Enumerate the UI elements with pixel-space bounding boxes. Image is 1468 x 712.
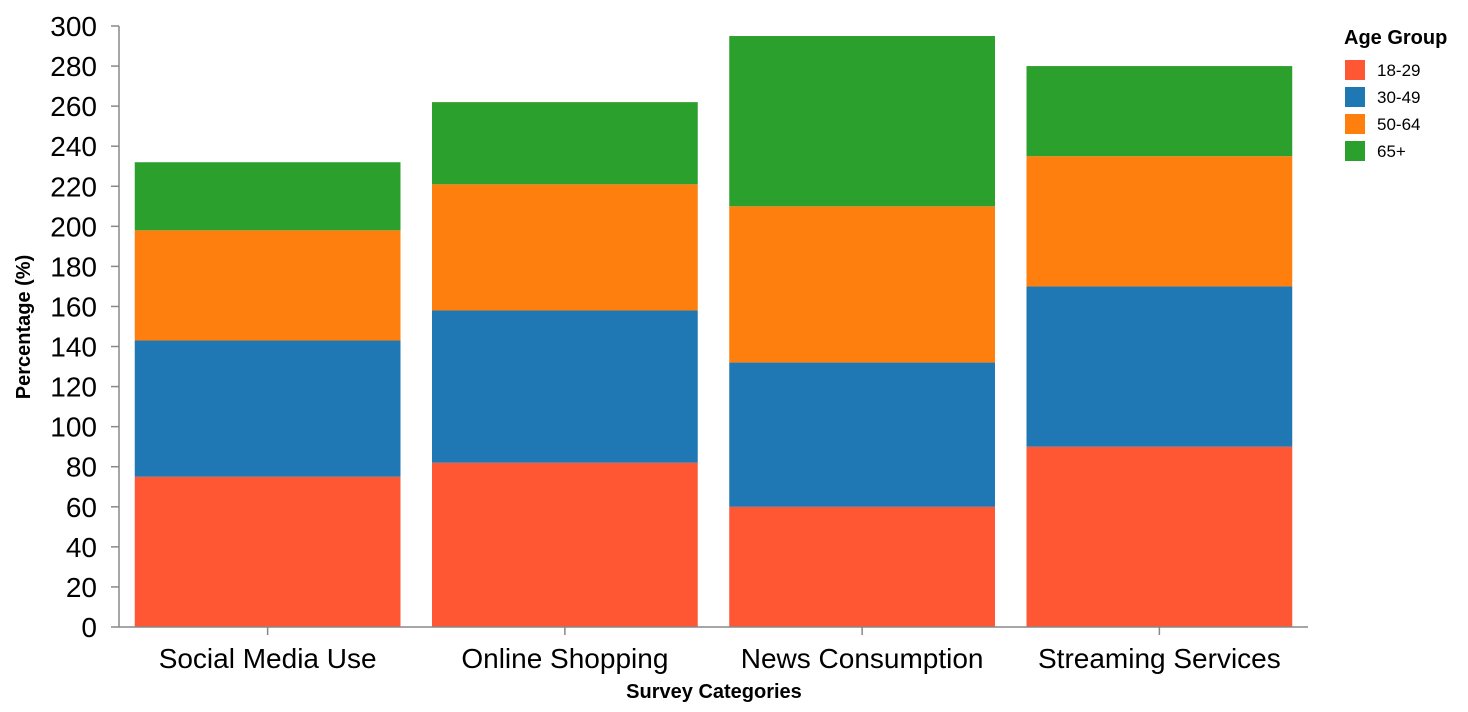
y-tick-label: 280 [50, 51, 97, 82]
bar-segment-18-29-news-consumption [729, 506, 995, 627]
y-tick-label: 0 [81, 612, 97, 643]
legend-swatch [1345, 87, 1365, 107]
x-tick-label: News Consumption [741, 643, 984, 674]
y-tick-label: 120 [50, 372, 97, 403]
y-tick-label: 40 [66, 532, 97, 563]
bar-segment-30-49-streaming-services [1026, 286, 1293, 447]
legend: Age Group 18-29 30-49 50-64 65+ [1344, 27, 1447, 161]
y-tick-label: 240 [50, 131, 97, 162]
bar-segment-65plus-social-media-use [134, 162, 401, 231]
bar-segment-65plus-online-shopping [432, 102, 698, 185]
bar-segment-30-49-online-shopping [432, 310, 698, 463]
legend-label: 18-29 [1377, 61, 1420, 80]
y-axis: 0 20 40 60 80 100 120 140 160 180 200 220 240 260 280 3… [50, 11, 120, 643]
legend-swatch [1345, 60, 1365, 80]
legend-swatch [1345, 114, 1365, 134]
bar-segment-50-64-news-consumption [729, 206, 995, 363]
x-tick-group: Social Media Use Online Shopping News Cons… [159, 627, 1281, 674]
legend-label: 30-49 [1377, 88, 1420, 107]
y-tick-label: 60 [66, 492, 97, 523]
x-tick-label: Social Media Use [159, 643, 377, 674]
x-tick-label: Online Shopping [461, 643, 668, 674]
bar-segment-50-64-social-media-use [134, 230, 401, 341]
y-tick-label: 80 [66, 452, 97, 483]
y-tick-label: 300 [50, 11, 97, 42]
y-tick-label: 180 [50, 251, 97, 282]
bar-segment-50-64-online-shopping [432, 184, 698, 311]
bar-segment-18-29-online-shopping [432, 462, 698, 627]
y-axis-title: Percentage (%) [13, 255, 35, 400]
bar-segment-30-49-social-media-use [134, 340, 401, 477]
legend-items: 18-29 30-49 50-64 65+ [1345, 60, 1420, 161]
y-tick-group: 0 20 40 60 80 100 120 140 160 180 200 220 240 260 280 3… [50, 11, 119, 643]
bars-layer [134, 36, 1293, 627]
bar-segment-30-49-news-consumption [729, 362, 995, 507]
y-tick-label: 20 [66, 572, 97, 603]
y-tick-label: 260 [50, 91, 97, 122]
y-tick-label: 200 [50, 211, 97, 242]
x-axis-title: Survey Categories [626, 681, 802, 703]
legend-swatch [1345, 141, 1365, 161]
legend-label: 50-64 [1377, 115, 1420, 134]
legend-title: Age Group [1344, 27, 1447, 49]
x-axis: Social Media Use Online Shopping News Cons… [119, 626, 1308, 674]
y-tick-label: 100 [50, 412, 97, 443]
bar-segment-18-29-streaming-services [1026, 446, 1293, 627]
y-tick-label: 220 [50, 171, 97, 202]
bar-segment-18-29-social-media-use [134, 476, 401, 627]
legend-label: 65+ [1377, 142, 1406, 161]
y-tick-label: 140 [50, 332, 97, 363]
bar-segment-50-64-streaming-services [1026, 156, 1293, 287]
y-tick-label: 160 [50, 291, 97, 322]
bar-segment-65plus-streaming-services [1026, 66, 1293, 157]
bar-segment-65plus-news-consumption [729, 36, 995, 207]
x-tick-label: Streaming Services [1038, 643, 1281, 674]
